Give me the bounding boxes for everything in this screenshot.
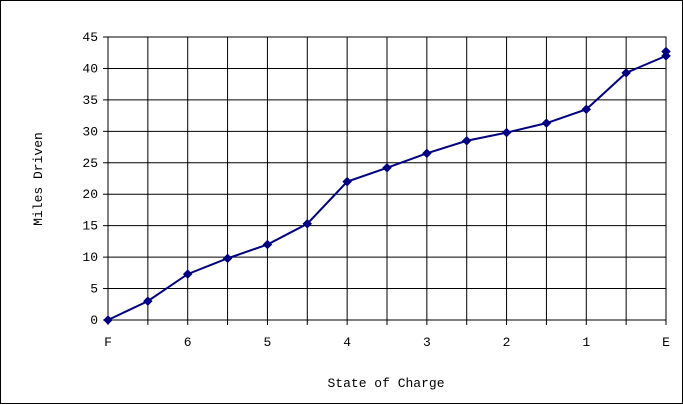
y-tick-label: 25 [82,156,98,171]
data-point [541,118,552,129]
y-tick-label: 45 [82,30,98,45]
x-tick-label: 2 [503,335,511,350]
y-tick-label: 15 [82,219,98,234]
x-tick-label: E [662,335,670,350]
x-tick-label: 1 [582,335,590,350]
y-tick-label: 0 [90,313,98,328]
x-tick-label: 6 [184,335,192,350]
plot-border [107,36,667,321]
y-tick-label: 20 [82,187,98,202]
data-point [302,218,313,229]
data-point [581,104,592,115]
data-point [222,253,233,264]
data-point [422,148,432,159]
x-tick-label: 3 [423,335,431,350]
x-axis-title: State of Charge [327,376,444,391]
x-tick-label: F [104,335,112,350]
y-tick-label: 30 [82,124,98,139]
y-tick-label: 5 [90,282,98,297]
y-axis-title: Miles Driven [31,132,46,226]
data-point [382,162,392,173]
data-point [661,46,671,57]
data-point [182,269,193,279]
data-point [103,315,113,325]
data-point [262,239,273,250]
x-tick-label: 4 [343,335,351,350]
y-tick-label: 35 [82,93,98,108]
data-point [342,176,352,187]
y-tick-label: 10 [82,250,98,265]
y-tick-label: 40 [82,61,98,76]
plot-area: 0 5 10 15 20 25 30 35 40 45 F 6 5 4 3 2 1 E [82,30,671,350]
data-point [501,127,512,138]
data-point [621,67,631,78]
data-point [461,135,472,146]
x-tick-label: 5 [264,335,272,350]
data-point [143,296,153,306]
series-line [107,51,667,321]
